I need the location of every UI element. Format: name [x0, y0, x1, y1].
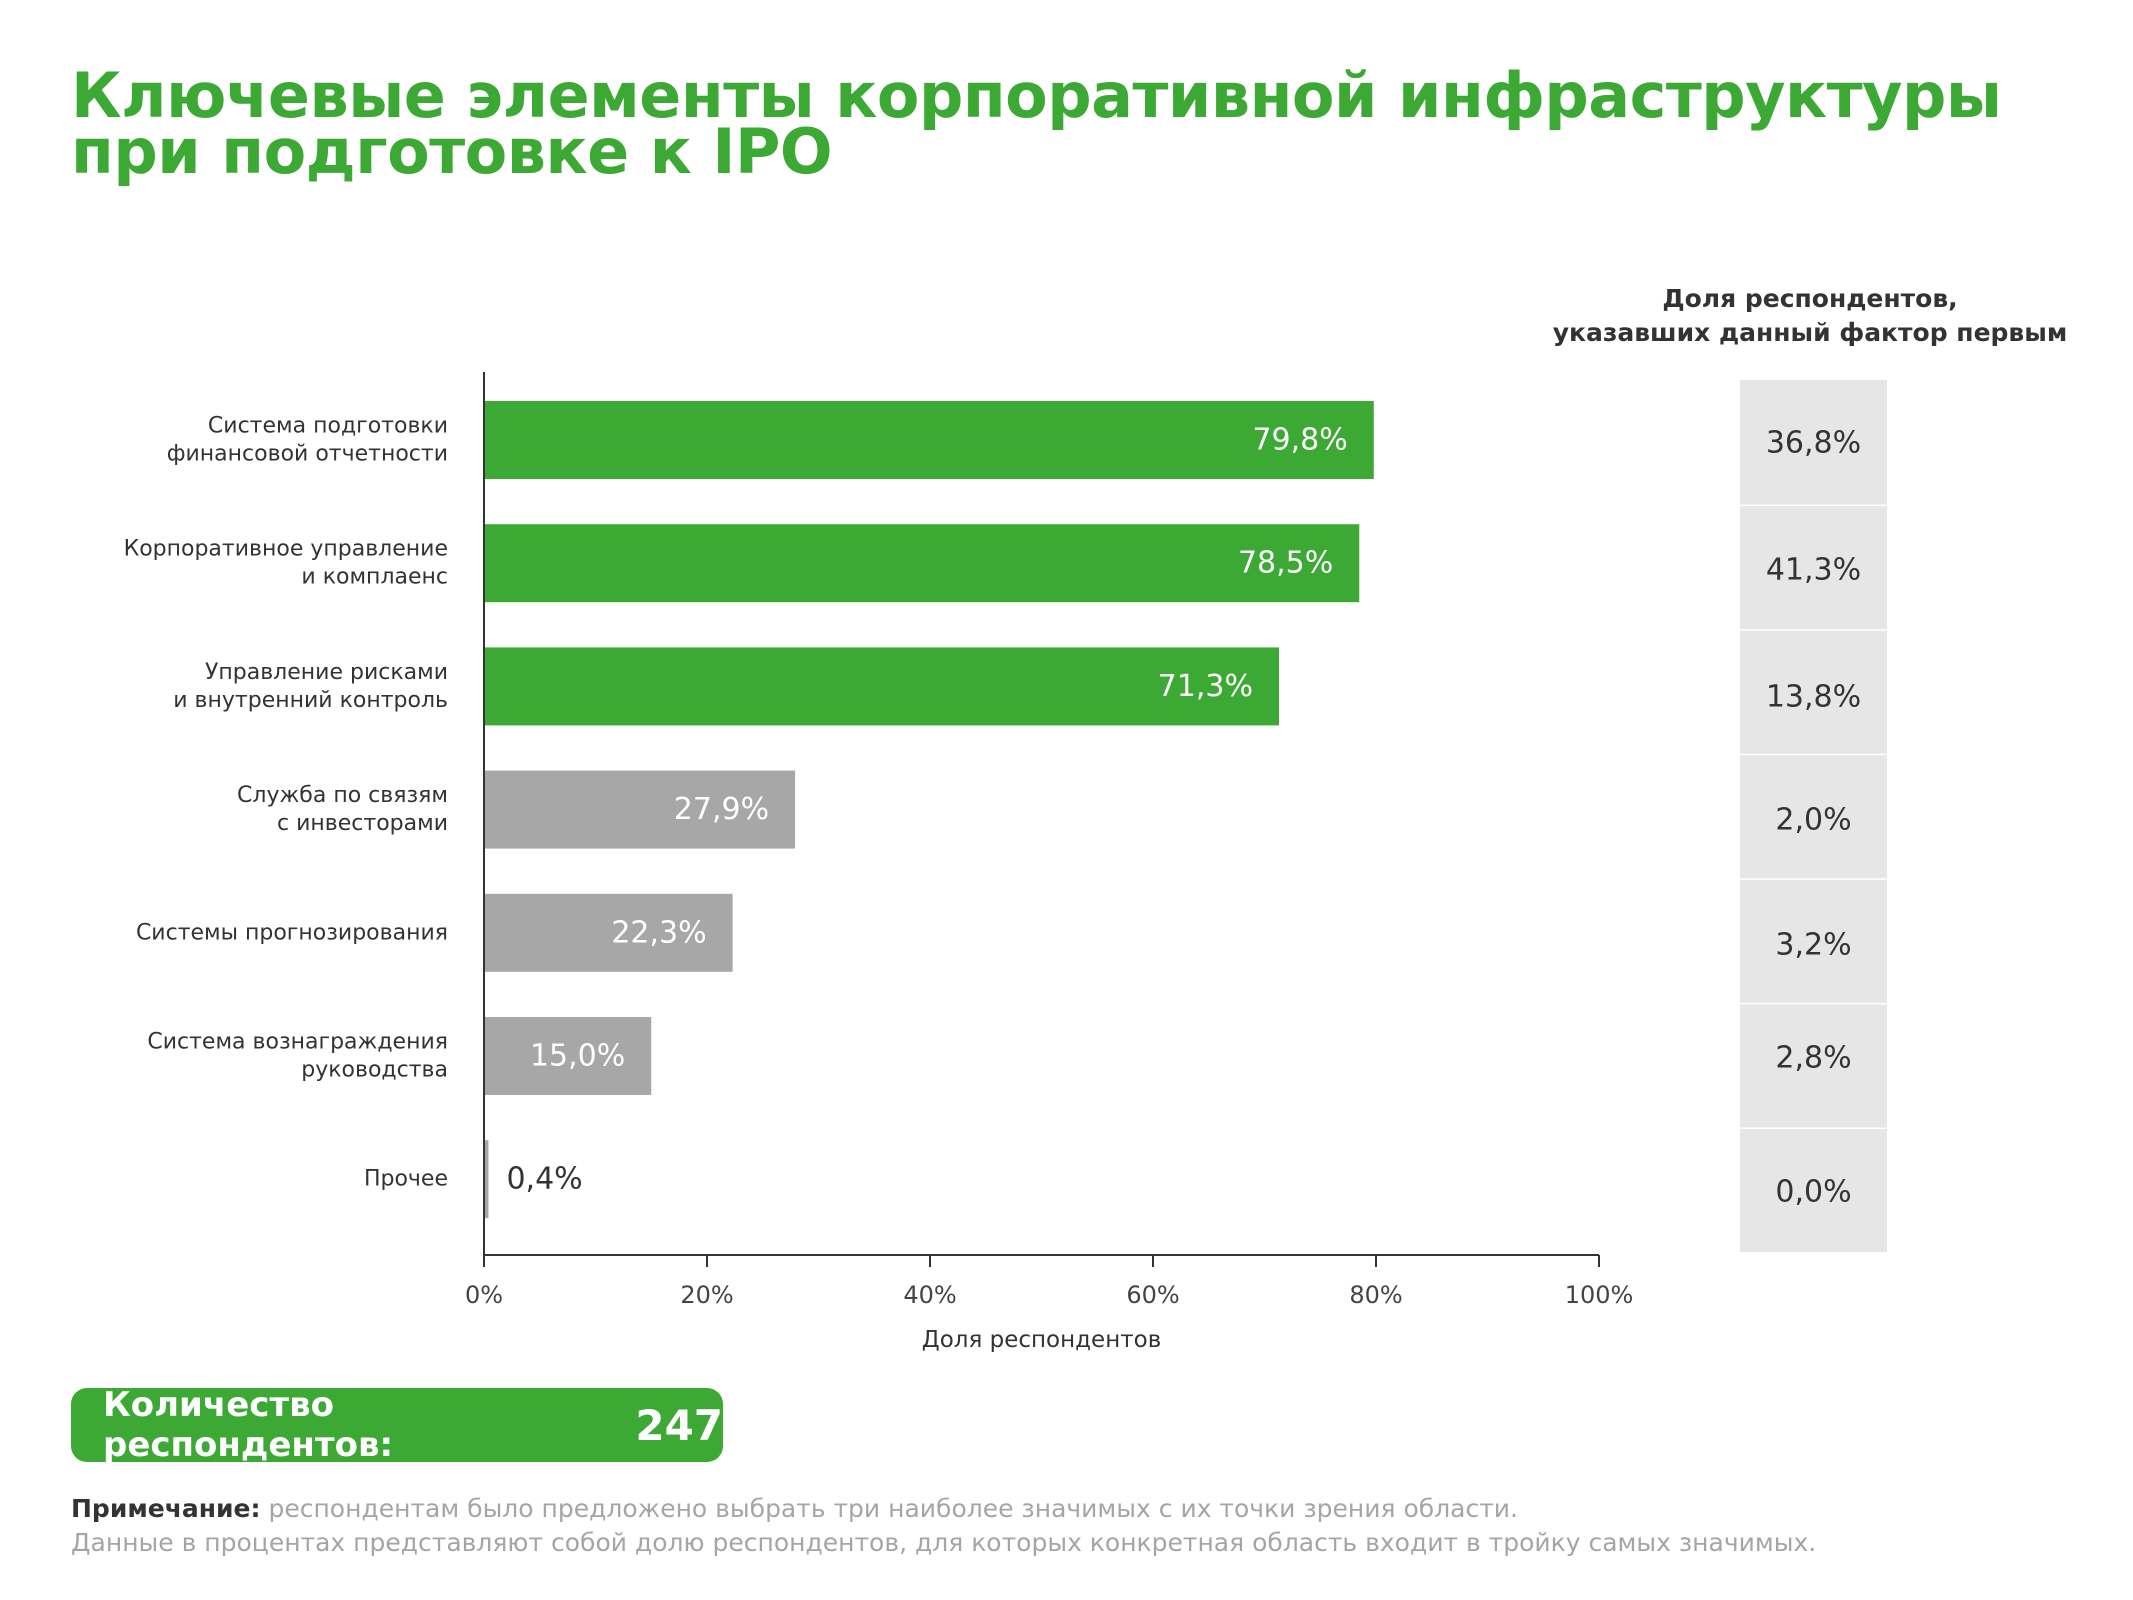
- category-label: с инвесторами: [277, 811, 448, 836]
- x-tick-label: 80%: [1349, 1281, 1402, 1309]
- x-axis-title: Доля респондентов: [922, 1327, 1162, 1353]
- category-label: Управление рисками: [205, 660, 448, 685]
- bar-value-label: 78,5%: [1238, 546, 1333, 581]
- x-tick-label: 100%: [1565, 1281, 1634, 1309]
- bar: [484, 1017, 652, 1095]
- bar-value-label: 22,3%: [611, 915, 706, 950]
- footnote-line-1: респондентам было предложено выбрать три…: [268, 1494, 1518, 1523]
- bar-value-label: 15,0%: [530, 1039, 625, 1074]
- first-choice-value: 3,2%: [1775, 928, 1851, 963]
- bar-value-label: 71,3%: [1158, 669, 1253, 704]
- first-choice-cell: [1740, 879, 1887, 1003]
- bar: [484, 401, 1374, 479]
- bar-value-label: 79,8%: [1252, 423, 1347, 458]
- bar: [484, 1140, 489, 1219]
- category-label: руководства: [301, 1058, 448, 1083]
- first-choice-value: 2,8%: [1775, 1041, 1851, 1076]
- bar-chart: 79,8% Система подготовки финансовой отчетн…: [124, 372, 1887, 1353]
- bar-value-label: 27,9%: [674, 792, 769, 827]
- first-choice-cell: [1740, 1128, 1887, 1252]
- bar: [484, 770, 796, 849]
- x-tick-label: 20%: [680, 1281, 733, 1309]
- x-tick-label: 60%: [1126, 1281, 1179, 1309]
- first-choice-cell: [1740, 755, 1887, 879]
- respondents-count: 247: [635, 1400, 723, 1450]
- x-tick-label: 40%: [903, 1281, 956, 1309]
- bar: [484, 524, 1360, 603]
- bar: [484, 893, 733, 972]
- category-label: Системы прогнозирования: [136, 920, 448, 945]
- first-choice-value: 36,8%: [1766, 426, 1861, 461]
- first-choice-header: Доля респондентов, указавших данный факт…: [1520, 282, 2100, 350]
- first-choice-header-line-2: указавших данный фактор первым: [1552, 318, 2068, 347]
- category-label: Корпоративное управление: [124, 537, 448, 562]
- first-choice-header-line-1: Доля респондентов,: [1662, 284, 1958, 313]
- respondents-label: Количество респондентов:: [103, 1385, 394, 1465]
- category-label: финансовой отчетности: [167, 442, 448, 467]
- footnote: Примечание: респондентам было предложено…: [71, 1492, 2111, 1560]
- category-label: Система вознаграждения: [147, 1030, 448, 1055]
- category-label: Служба по связям: [237, 783, 448, 808]
- footnote-label: Примечание:: [71, 1494, 261, 1523]
- first-choice-value: 0,0%: [1775, 1175, 1851, 1210]
- bar-value-label: 0,4%: [506, 1162, 582, 1197]
- category-label: и внутренний контроль: [173, 688, 448, 713]
- chart-title: Ключевые элементы корпоративной инфрастр…: [71, 59, 2071, 188]
- x-tick-label: 0%: [465, 1281, 503, 1309]
- chart-title-line-1: Ключевые элементы корпоративной инфрастр…: [71, 59, 2002, 132]
- footnote-line-2: Данные в процентах представляют собой до…: [71, 1528, 1817, 1557]
- bar: [484, 647, 1279, 726]
- category-label: Система подготовки: [208, 414, 448, 439]
- first-choice-cell: [1740, 506, 1887, 630]
- respondents-badge: Количество респондентов: 247: [71, 1385, 723, 1465]
- chart-title-line-2: при подготовке к IPO: [71, 115, 833, 188]
- first-choice-cell: [1740, 380, 1887, 505]
- first-choice-value: 13,8%: [1766, 680, 1861, 715]
- category-label: Прочее: [364, 1167, 448, 1192]
- first-choice-value: 41,3%: [1766, 553, 1861, 588]
- first-choice-value: 2,0%: [1775, 803, 1851, 838]
- category-label: и комплаенс: [301, 565, 448, 590]
- first-choice-cell: [1740, 1004, 1887, 1128]
- first-choice-cell: [1740, 630, 1887, 754]
